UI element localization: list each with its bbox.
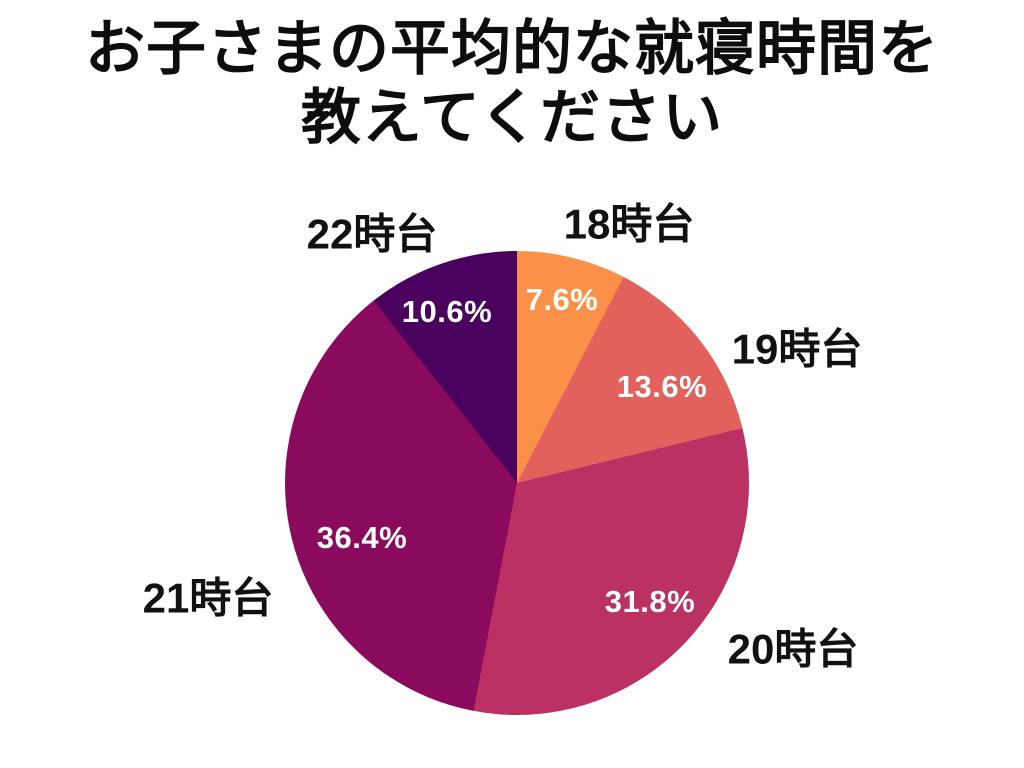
- pie-chart: [285, 251, 749, 715]
- percent-label-19: 13.6%: [616, 369, 708, 404]
- percent-label-21: 36.4%: [316, 520, 408, 555]
- percent-label-20: 31.8%: [604, 584, 696, 619]
- category-label-22: 22時台: [306, 210, 438, 258]
- chart-title: お子さまの平均的な就寝時間を 教えてください: [0, 14, 1024, 152]
- category-label-19: 19時台: [731, 325, 863, 373]
- percent-label-18: 7.6%: [525, 282, 599, 317]
- chart-title-line1: お子さまの平均的な就寝時間を: [85, 15, 939, 82]
- percent-label-22: 10.6%: [401, 294, 493, 329]
- chart-title-line2: 教えてください: [300, 84, 724, 151]
- category-label-20: 20時台: [727, 625, 859, 673]
- category-label-21: 21時台: [142, 574, 274, 622]
- category-label-18: 18時台: [563, 200, 695, 248]
